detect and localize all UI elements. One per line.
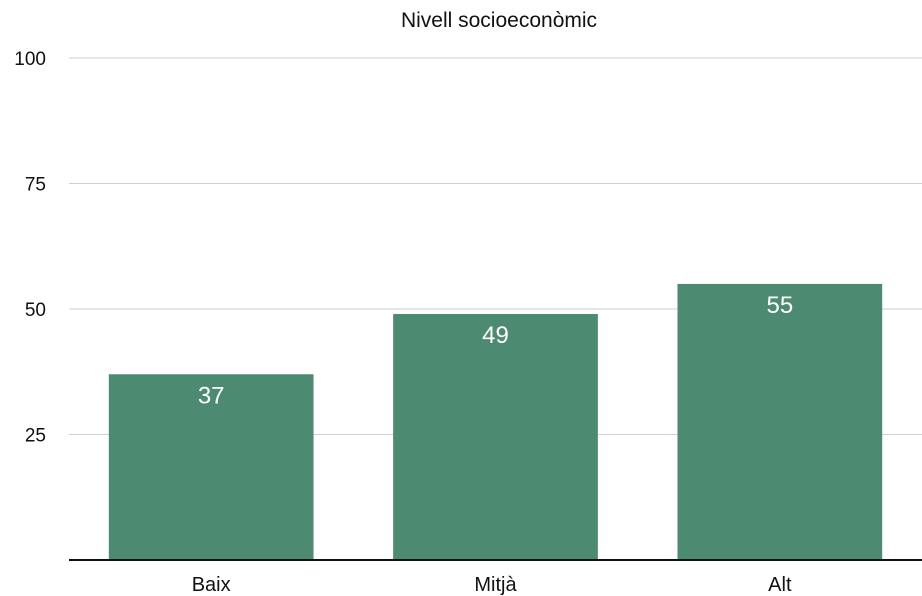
- bars: [108, 283, 883, 560]
- data-label: 37: [198, 382, 225, 409]
- chart-title: Nivell socioeconòmic: [401, 9, 597, 32]
- y-tick-label: 75: [25, 175, 46, 196]
- x-tick-label: Baix: [192, 574, 231, 596]
- y-tick-label: 50: [25, 300, 46, 321]
- data-label: 49: [482, 322, 509, 349]
- y-tick-label: 25: [25, 426, 46, 447]
- y-axis-ticks: 25 50 75 100: [14, 49, 46, 447]
- bar-mitjà: [393, 314, 598, 560]
- x-axis-ticks: Baix Mitjà Alt: [192, 574, 792, 596]
- y-tick-label: 100: [14, 49, 46, 70]
- x-tick-label: Mitjà: [474, 574, 517, 596]
- data-label: 55: [766, 292, 793, 319]
- data-labels: 37 49 55: [198, 292, 793, 409]
- x-tick-label: Alt: [768, 574, 792, 596]
- bar-baix: [108, 374, 314, 560]
- bar-alt: [677, 283, 883, 560]
